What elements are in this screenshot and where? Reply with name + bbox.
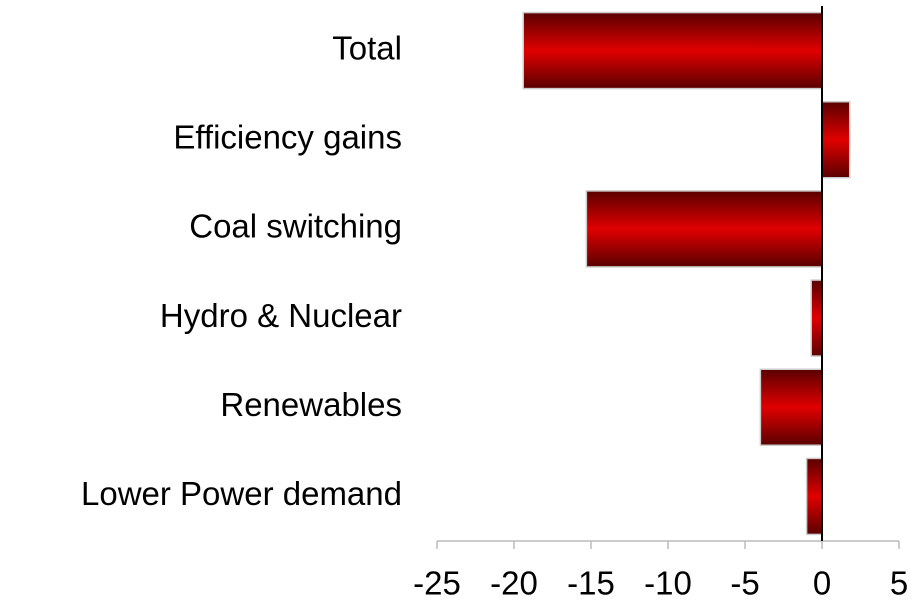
x-tick-label: -5 [730, 565, 759, 602]
bar [805, 457, 823, 536]
y-tick-label: Coal switching [189, 208, 402, 245]
y-tick-label: Total [332, 29, 402, 66]
bar [585, 190, 823, 268]
bar [821, 101, 851, 179]
y-tick-label: Lower Power demand [81, 475, 402, 512]
x-tick-label: -15 [567, 565, 615, 602]
bar [810, 279, 823, 357]
y-tick-label: Hydro & Nuclear [160, 297, 402, 334]
x-tick-label: 5 [890, 565, 908, 602]
bar [759, 368, 823, 446]
y-tick-label: Efficiency gains [173, 118, 402, 155]
x-tick-label: -20 [490, 565, 538, 602]
x-tick-label: -25 [413, 565, 461, 602]
x-tick-label: -10 [644, 565, 692, 602]
bar [522, 11, 823, 90]
x-tick-label: 0 [813, 565, 831, 602]
y-tick-label: Renewables [220, 386, 402, 423]
